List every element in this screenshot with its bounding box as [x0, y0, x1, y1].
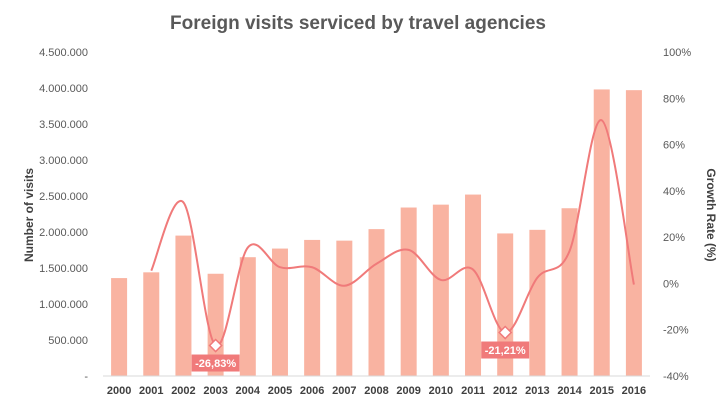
growth-line — [150, 119, 635, 347]
annotation-label-box — [191, 354, 240, 372]
annotation-label: -21,21% — [485, 345, 526, 357]
y2-axis-ticks: -40% -20% 0% 20% 40% 60% 80% 100% — [663, 47, 691, 383]
x-tick-label: 2002 — [171, 385, 195, 397]
y-axis-ticks: - 500.000 1.000.000 1.500.000 2.000.000 2.500… — [39, 47, 88, 383]
bar-2009 — [400, 207, 417, 376]
x-tick-label: 2012 — [493, 385, 517, 397]
annotations: -26,83% -21,21% — [191, 325, 530, 372]
bar-2014 — [561, 208, 578, 376]
bar-2006 — [304, 239, 321, 376]
bar-2004 — [239, 257, 256, 376]
bar-2013 — [529, 229, 546, 376]
x-tick-label: 2008 — [364, 385, 388, 397]
annotation-label: -26,83% — [195, 358, 236, 370]
x-axis-ticks: 2000 2001 2002 2003 2004 2005 2006 2007 2008 2009… — [107, 385, 646, 397]
y-tick-label: 4.500.000 — [39, 47, 88, 59]
chart-title: Foreign visits serviced by travel agenci… — [170, 13, 546, 34]
y-tick-label: 1.500.000 — [39, 263, 88, 275]
y-tick-label: 3.000.000 — [39, 155, 88, 167]
x-tick-label: 2001 — [139, 385, 163, 397]
x-tick-label: 2009 — [396, 385, 420, 397]
x-tick-label: 2006 — [300, 385, 324, 397]
bar-2015 — [593, 89, 610, 376]
bar-2001 — [143, 272, 160, 376]
x-tick-label: 2015 — [589, 385, 613, 397]
y-axis-label: Number of visits — [22, 168, 36, 262]
annotation-label-box — [481, 341, 530, 359]
y-tick-label: 500.000 — [48, 335, 88, 347]
bar-2012 — [497, 233, 514, 376]
x-tick-label: 2000 — [107, 385, 131, 397]
y2-axis-label: Growth Rate (%) — [704, 168, 716, 261]
y-tick-label: 1.000.000 — [39, 299, 88, 311]
x-tick-label: 2004 — [236, 385, 261, 397]
growth-line-series — [150, 119, 635, 347]
bar-2002 — [175, 235, 192, 376]
x-tick-label: 2003 — [203, 385, 227, 397]
x-tick-label: 2005 — [268, 385, 292, 397]
y-tick-label: 4.000.000 — [39, 83, 88, 95]
y2-tick-label: -40% — [663, 371, 689, 383]
x-tick-label: 2011 — [461, 385, 485, 397]
y2-tick-label: 20% — [663, 232, 685, 244]
x-tick-label: 2016 — [622, 385, 646, 397]
bar-2008 — [368, 229, 385, 376]
y2-tick-label: 80% — [663, 93, 685, 105]
y-tick-label: - — [84, 371, 88, 383]
x-tick-label: 2010 — [429, 385, 453, 397]
y-tick-label: 2.500.000 — [39, 191, 88, 203]
y2-tick-label: 60% — [663, 140, 685, 152]
x-tick-label: 2013 — [525, 385, 549, 397]
y2-tick-label: -20% — [663, 325, 689, 337]
bar-2005 — [271, 248, 288, 376]
x-tick-label: 2014 — [557, 385, 582, 397]
y2-tick-label: 40% — [663, 186, 685, 198]
bar-2000 — [111, 278, 128, 376]
bar-2010 — [432, 204, 449, 376]
bar-2003 — [207, 273, 224, 376]
annotation-marker — [208, 338, 223, 353]
annotation-marker — [498, 325, 513, 340]
bar-2016 — [625, 90, 642, 376]
y2-tick-label: 100% — [663, 47, 691, 59]
bar-series — [111, 89, 642, 376]
y2-tick-label: 0% — [663, 278, 679, 290]
x-tick-label: 2007 — [332, 385, 356, 397]
bar-2011 — [465, 194, 482, 376]
bar-2007 — [336, 240, 353, 376]
y-tick-label: 2.000.000 — [39, 227, 88, 239]
y-tick-label: 3.500.000 — [39, 119, 88, 131]
